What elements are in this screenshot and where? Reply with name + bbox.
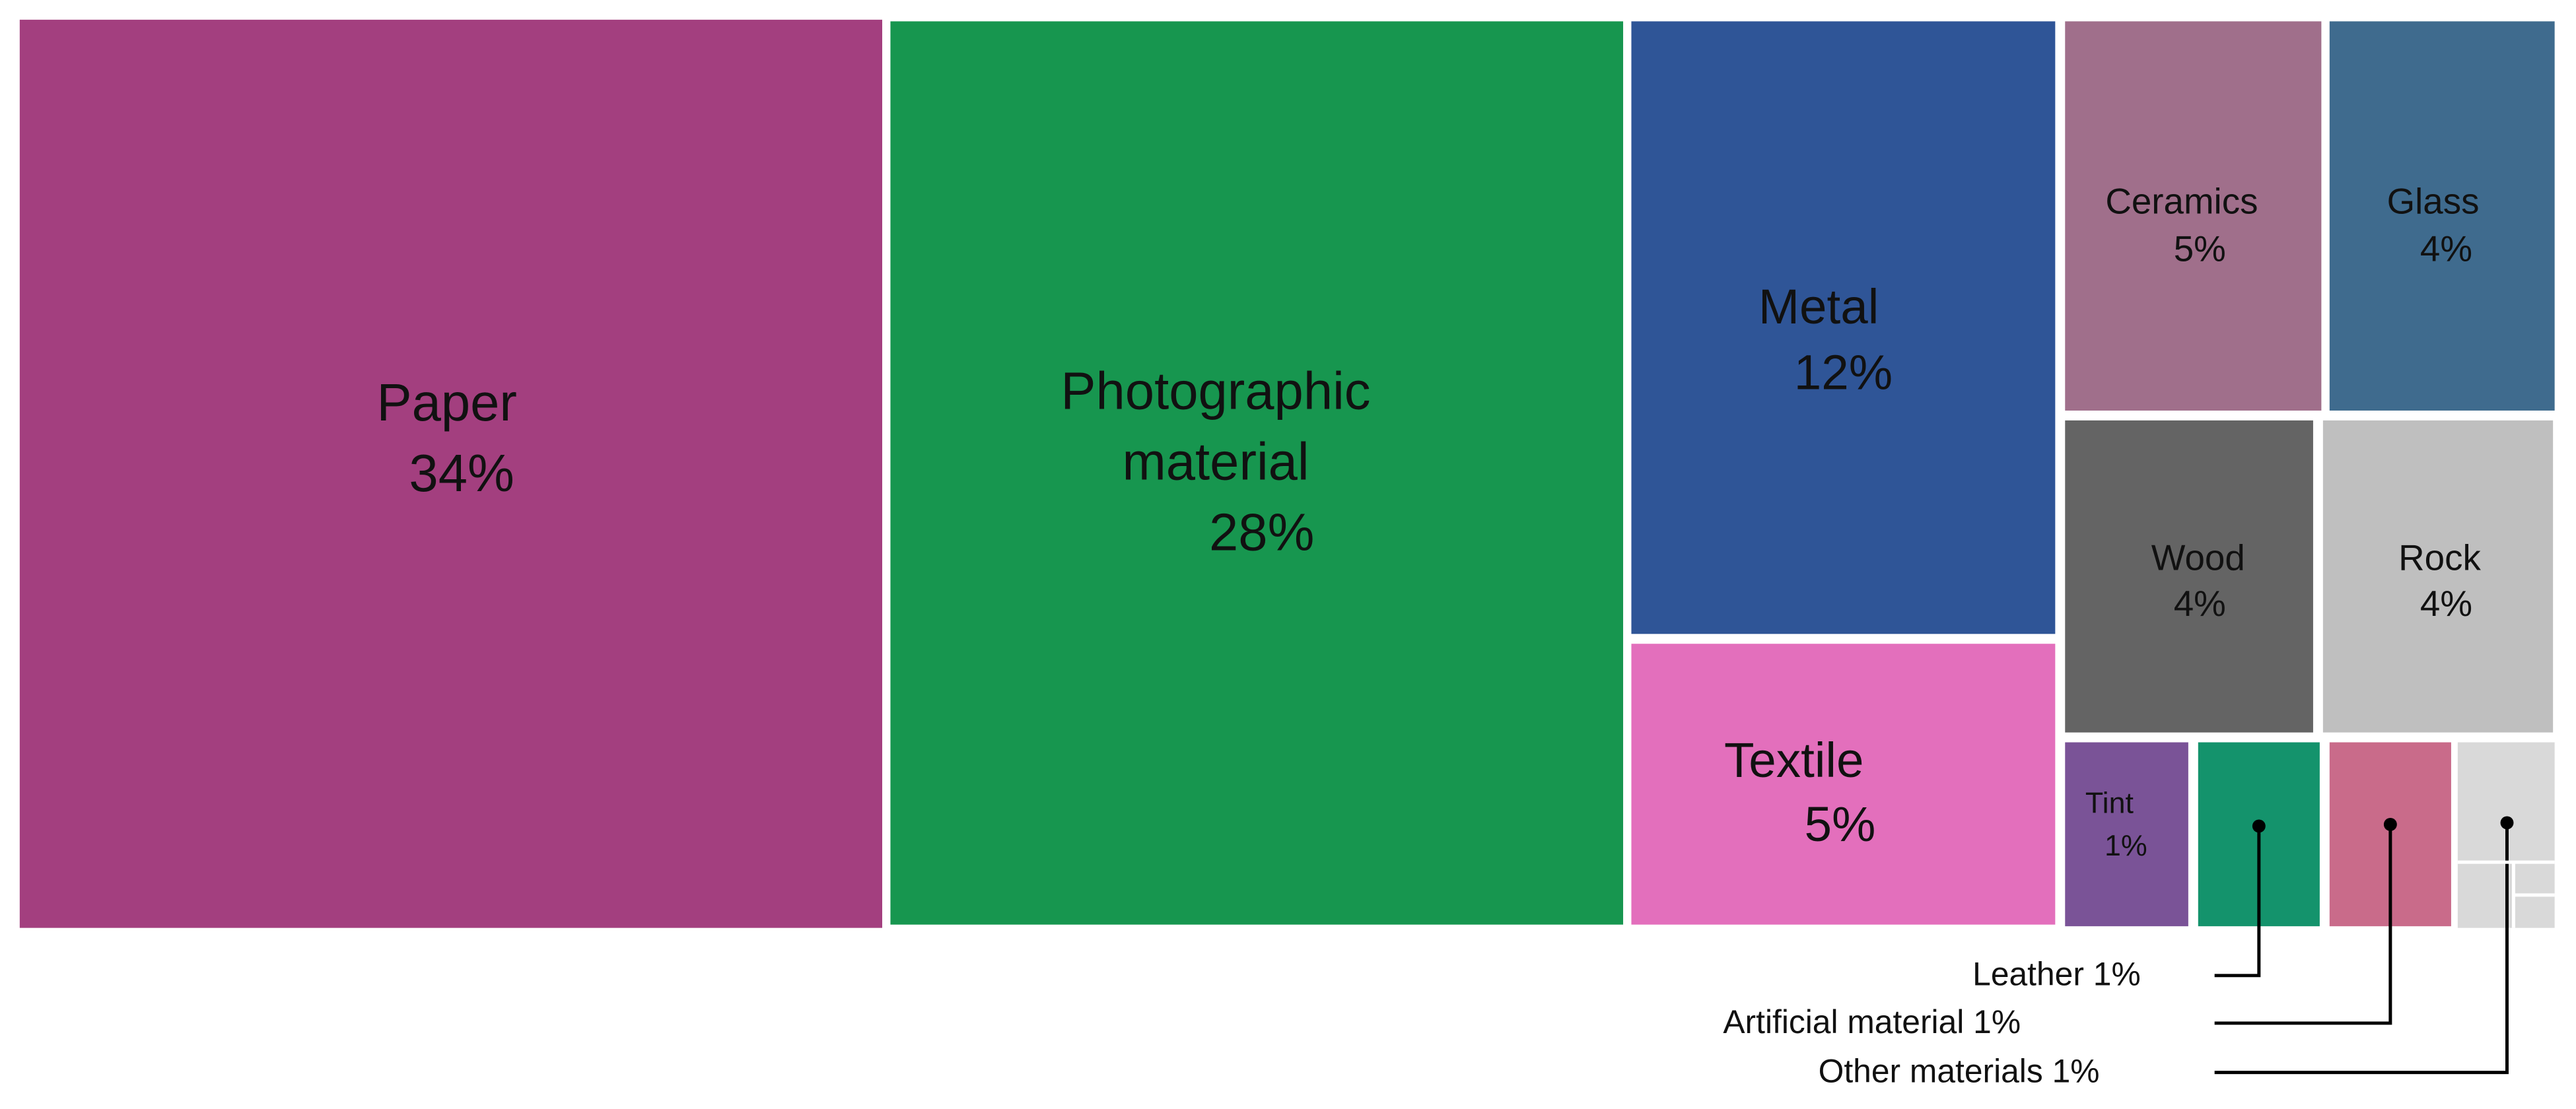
- tile: [2322, 420, 2554, 733]
- leader-label: Other materials 1%: [1819, 1056, 2100, 1089]
- category-label: Textile: [1723, 734, 1864, 789]
- leader-line: [2214, 824, 2392, 1025]
- tile: [19, 19, 882, 928]
- category-label: Artificial material: [1723, 1005, 1965, 1042]
- value-label: 34%: [409, 443, 514, 503]
- category-label: Metal: [1758, 281, 1879, 335]
- value-label: 1%: [2104, 829, 2147, 863]
- category-label: Glass: [2386, 180, 2480, 222]
- tile: [2329, 21, 2555, 411]
- category-label: Wood: [2151, 537, 2245, 578]
- category-label: Tint: [2085, 786, 2134, 820]
- leader-label: Leather 1%: [1972, 959, 2141, 992]
- category-label: Paper: [376, 372, 517, 432]
- category-label: Rock: [2398, 537, 2481, 578]
- tile: [2065, 420, 2313, 733]
- value-label: 1%: [2052, 1054, 2100, 1091]
- value-label: 28%: [1209, 502, 1315, 562]
- leader-dot: [2500, 816, 2514, 830]
- tile: [2065, 742, 2188, 927]
- tile: [1631, 644, 2056, 925]
- category-label: Other materials: [1818, 1054, 2043, 1091]
- tile: [2065, 21, 2322, 411]
- value-label: 12%: [1793, 346, 1893, 401]
- leader-label: Artificial material 1%: [1723, 1007, 2021, 1040]
- leader-dot: [2383, 817, 2397, 831]
- tile: [890, 21, 1624, 925]
- leader-line: [2214, 823, 2509, 1075]
- value-label: 4%: [2419, 228, 2473, 270]
- value-label: 4%: [2173, 583, 2226, 624]
- leader-dot: [2252, 819, 2266, 833]
- value-label: 5%: [2173, 228, 2226, 270]
- tile: [1631, 21, 2056, 634]
- value-label: 1%: [1973, 1005, 2021, 1042]
- category-label: Photographic material: [1061, 360, 1371, 490]
- leader-line: [2214, 826, 2261, 978]
- value-label: 4%: [2419, 583, 2473, 624]
- category-label: Leather: [1972, 957, 2084, 994]
- category-label: Ceramics: [2105, 180, 2258, 222]
- value-label: 5%: [1804, 798, 1876, 853]
- value-label: 1%: [2093, 957, 2141, 994]
